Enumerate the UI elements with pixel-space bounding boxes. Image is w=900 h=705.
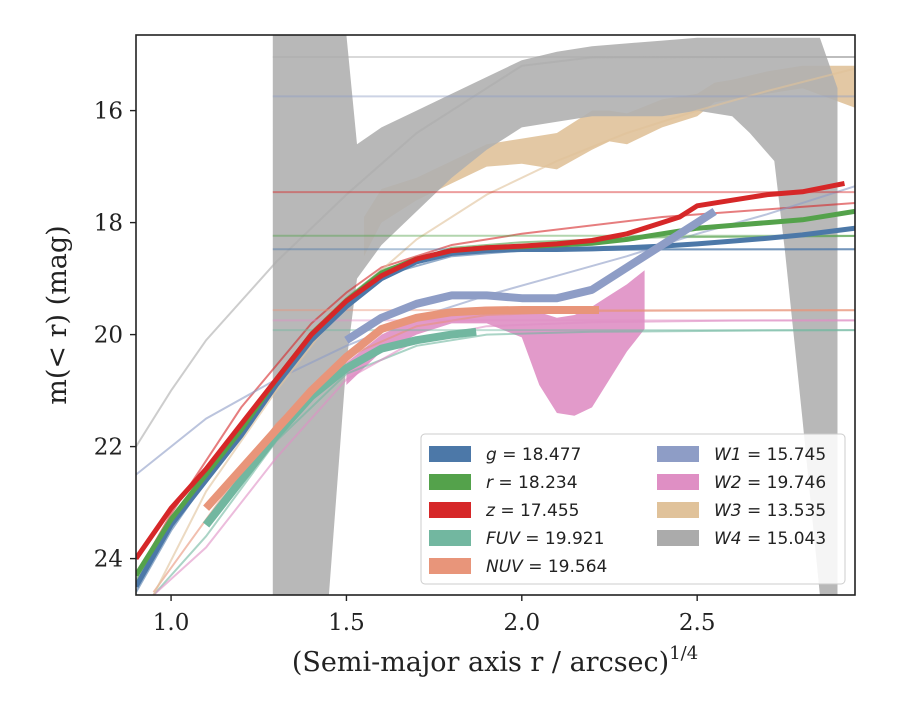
legend-swatch-fuv bbox=[429, 530, 471, 546]
axes-frame bbox=[135, 34, 856, 596]
legend-swatch-g bbox=[429, 446, 471, 462]
legend-swatch-w3 bbox=[657, 502, 699, 518]
x-tick-label: 1.0 bbox=[153, 610, 190, 636]
y-tick-label: 24 bbox=[94, 547, 123, 573]
x-axis-label-superscript: 1/4 bbox=[669, 643, 698, 664]
series-line-z bbox=[136, 180, 845, 561]
legend-label-w3: W3 = 13.535 bbox=[714, 501, 826, 521]
legend-swatch-z bbox=[429, 502, 471, 518]
legend-swatch-w1 bbox=[657, 446, 699, 462]
y-axis-label: m(< r) (mag) bbox=[42, 225, 73, 404]
x-axis-label: (Semi-major axis r / arcsec)1/4 bbox=[292, 643, 698, 678]
series-line-nuv bbox=[203, 306, 599, 511]
model-curve-w3 bbox=[152, 67, 855, 595]
legend-swatch-r bbox=[429, 474, 471, 490]
series-line-w1 bbox=[344, 208, 717, 344]
plot-area bbox=[136, 35, 855, 595]
legend-label-w1: W1 = 15.745 bbox=[714, 445, 826, 465]
legend-label-nuv: NUV = 19.564 bbox=[486, 557, 607, 577]
y-tick-label: 22 bbox=[94, 435, 123, 461]
x-tick-label: 2.0 bbox=[504, 610, 541, 636]
legend-label-r: r = 18.234 bbox=[486, 473, 578, 493]
model-curve-z bbox=[136, 202, 855, 576]
y-tick-label: 16 bbox=[94, 99, 123, 125]
series-line-g bbox=[136, 225, 855, 588]
series-line-fuv bbox=[202, 327, 477, 528]
band-w4 bbox=[272, 35, 838, 595]
model-curve-fuv bbox=[152, 329, 855, 595]
legend-label-z: z = 17.455 bbox=[485, 501, 579, 521]
y-tick-label: 20 bbox=[94, 323, 123, 349]
axes: 1.0 1.5 2.0 2.5 16 18 20 22 24 bbox=[94, 34, 856, 636]
legend-box bbox=[420, 433, 846, 585]
model-curve-w4 bbox=[136, 56, 855, 448]
legend-swatch-w2 bbox=[657, 474, 699, 490]
legend-label-w4: W4 = 15.043 bbox=[714, 529, 826, 549]
legend-swatch-nuv bbox=[429, 558, 471, 574]
x-tick-label: 1.5 bbox=[328, 610, 365, 636]
legend-label-g: g = 18.477 bbox=[486, 445, 581, 465]
band-w2 bbox=[346, 270, 645, 416]
legend: g = 18.477 r = 18.234 z = 17.455 FUV = 19.9… bbox=[420, 433, 846, 585]
legend-label-w2: W2 = 19.746 bbox=[714, 473, 826, 493]
legend-swatch-w4 bbox=[657, 530, 699, 546]
y-tick-label: 18 bbox=[94, 211, 123, 237]
legend-label-fuv: FUV = 19.921 bbox=[486, 529, 604, 549]
x-tick-label: 2.5 bbox=[679, 610, 716, 636]
